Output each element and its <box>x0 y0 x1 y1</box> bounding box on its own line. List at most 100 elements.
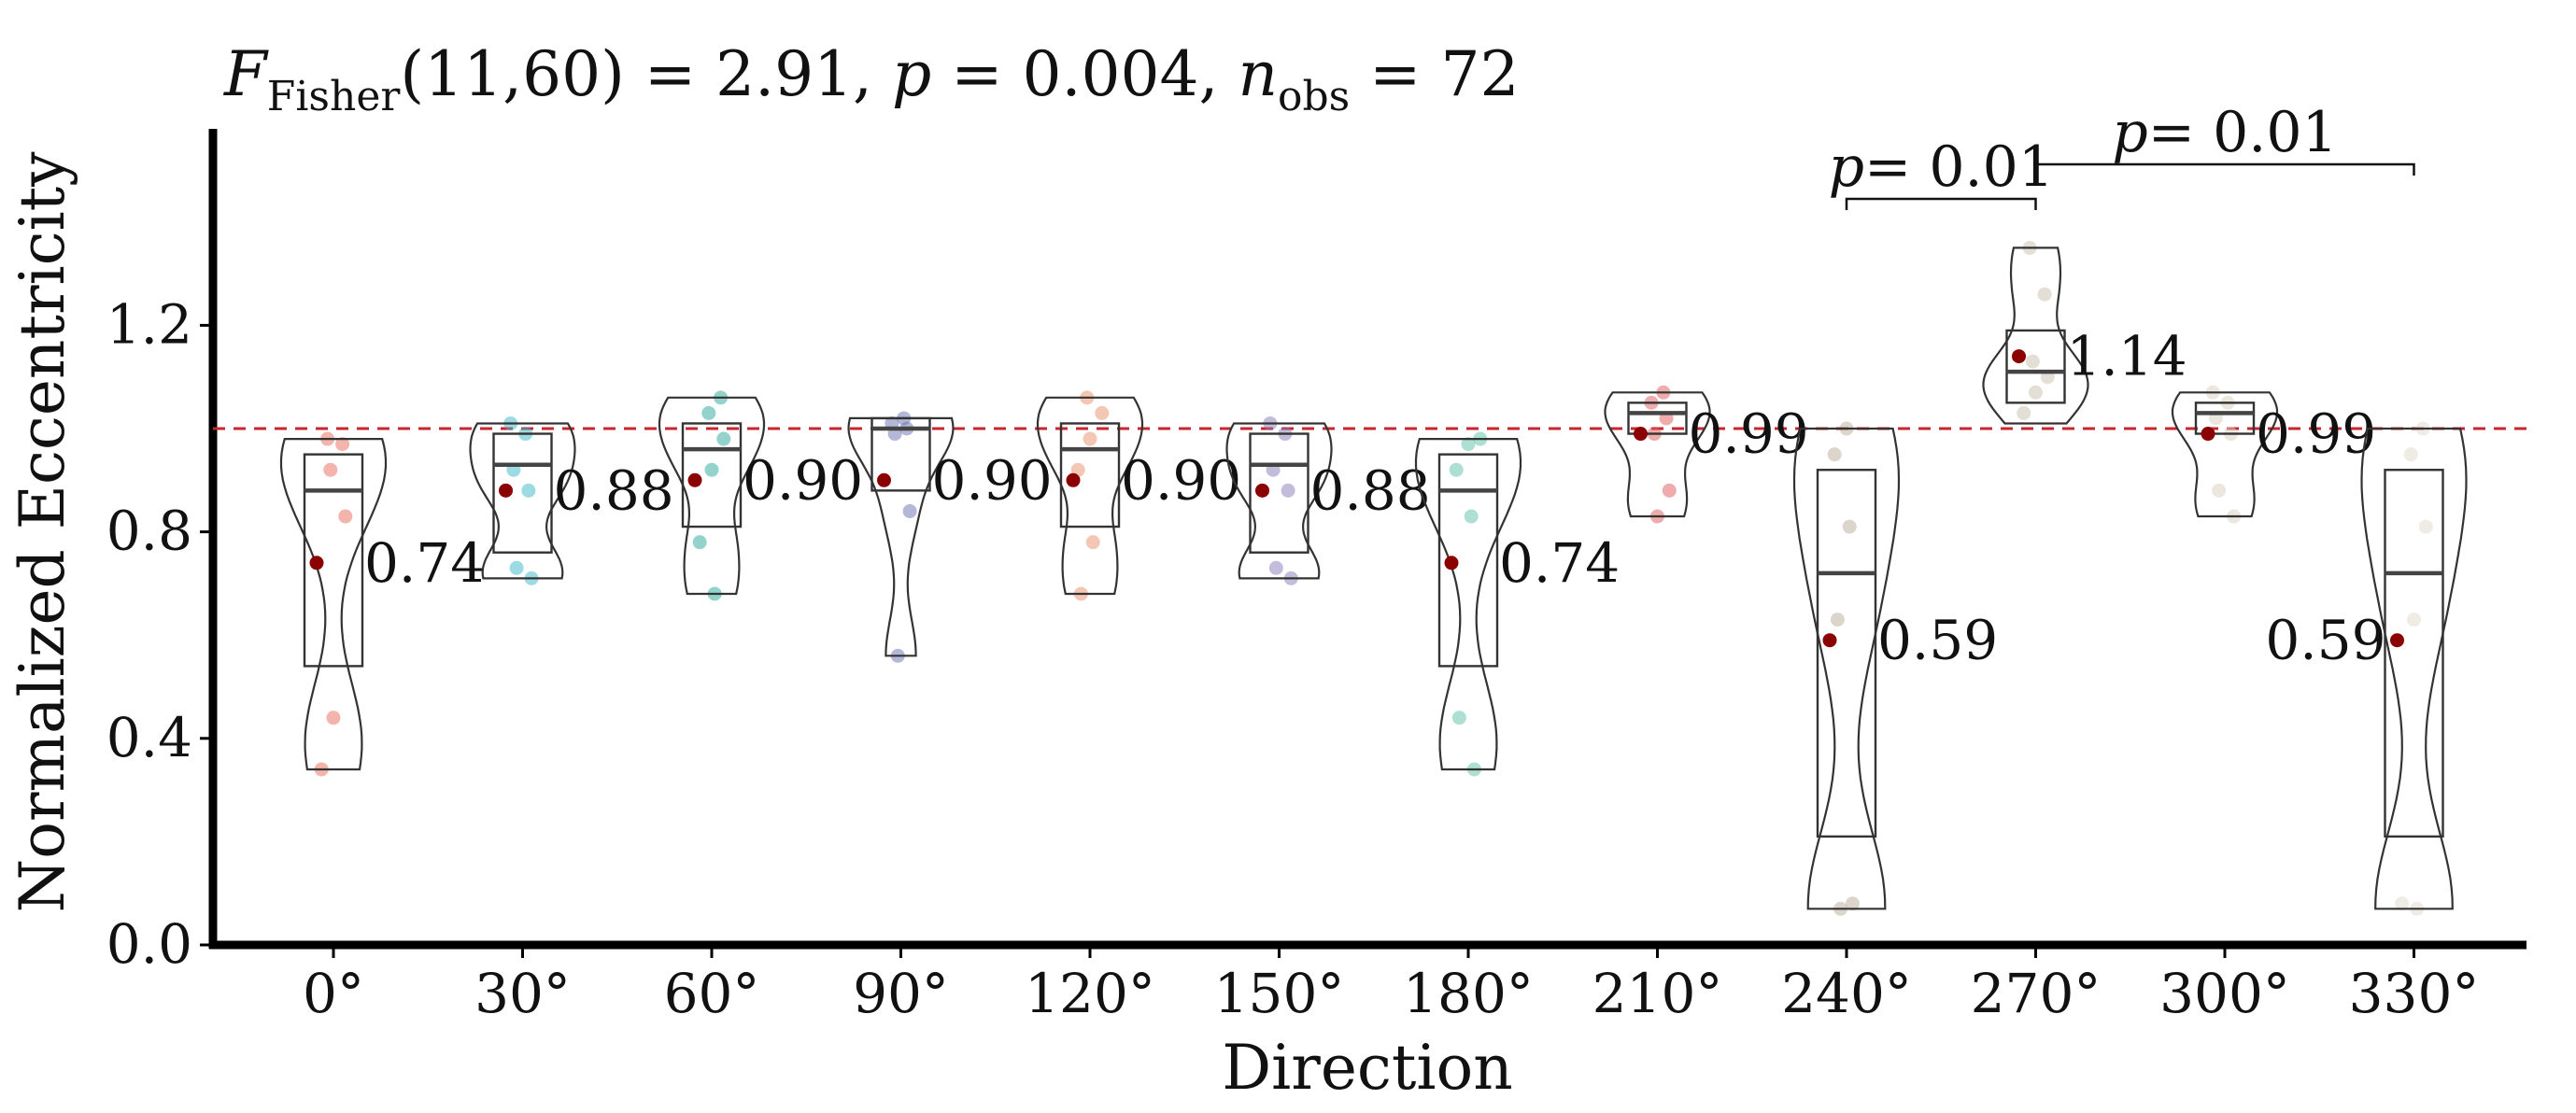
data-point <box>692 535 707 550</box>
data-point <box>1451 711 1466 726</box>
title-n: n <box>1238 38 1278 110</box>
x-tick-label: 240° <box>1781 962 1912 1025</box>
mean-dot <box>1444 556 1459 571</box>
title-eq2: = 0.004, <box>931 38 1238 110</box>
y-tick-label: 0.8 <box>106 500 192 563</box>
mean-dot <box>877 472 891 487</box>
data-point <box>1461 437 1476 452</box>
mean-label: 0.74 <box>1499 531 1620 595</box>
mean-dot <box>687 472 702 487</box>
data-point <box>2395 896 2410 911</box>
mean-dot <box>1255 483 1269 498</box>
data-point <box>1268 560 1283 575</box>
x-tick-label: 0° <box>303 962 364 1025</box>
title-stat-sub: Fisher <box>267 73 402 120</box>
significance-bracket <box>2034 162 2415 176</box>
box <box>1059 422 1121 528</box>
violin <box>279 438 388 771</box>
mean-label: 0.99 <box>1689 402 1809 466</box>
y-tick-label: 0.4 <box>106 706 192 769</box>
mean-label: 0.59 <box>1877 609 1998 672</box>
data-point <box>2418 519 2433 534</box>
data-point <box>704 462 719 477</box>
mean-dot <box>1634 427 1648 442</box>
mean-dot <box>2390 633 2404 648</box>
data-point <box>716 431 731 446</box>
data-point <box>1449 462 1464 477</box>
data-point <box>326 711 341 726</box>
significance-bracket <box>1845 197 2037 210</box>
box <box>1249 432 1309 554</box>
violin <box>1792 427 1901 910</box>
box <box>303 453 364 668</box>
data-point <box>1830 613 1845 627</box>
title-n-sub: obs <box>1278 73 1350 120</box>
mean-dot <box>1822 633 1837 648</box>
title-eq3: = 72 <box>1350 38 1519 110</box>
y-tick-label: 1.2 <box>106 292 192 356</box>
violin <box>2360 427 2468 910</box>
violin <box>1982 247 2089 425</box>
x-tick-label: 60° <box>664 962 760 1025</box>
significance-label: p= 0.01 <box>2112 100 2337 165</box>
box <box>2005 329 2066 404</box>
mean-dot <box>2012 349 2026 364</box>
data-point <box>1845 896 1860 911</box>
box <box>492 432 553 554</box>
mean-label: 0.90 <box>743 448 863 512</box>
mean-label: 0.99 <box>2256 402 2376 466</box>
data-point <box>902 503 917 518</box>
x-tick-label: 300° <box>2159 962 2290 1025</box>
mean-dot <box>499 483 513 498</box>
data-point <box>2029 385 2043 400</box>
data-point <box>2407 613 2421 627</box>
y-tick-label: 0.0 <box>106 912 192 976</box>
mean-label: 0.88 <box>1310 458 1431 522</box>
title-df: (11,60) <box>400 38 624 110</box>
title-p: p <box>892 38 931 110</box>
data-point <box>2212 483 2227 498</box>
data-point <box>509 560 524 575</box>
mean-dot <box>309 556 324 571</box>
mean-dot <box>2201 427 2215 442</box>
x-tick-label: 90° <box>853 962 949 1025</box>
box <box>1627 402 1688 435</box>
box <box>2384 469 2444 838</box>
mean-label: 0.74 <box>364 531 485 595</box>
plot-area: 0.0 0.4 0.8 1.2 0.74 0° 0.88 30° 0.90 60° 0.90 90° 0… <box>106 100 2526 1025</box>
violin <box>1414 438 1522 771</box>
data-point <box>1083 431 1097 446</box>
x-tick-label: 150° <box>1214 962 1345 1025</box>
x-tick-label: 210° <box>1592 962 1723 1025</box>
mean-label: 0.90 <box>932 448 1053 512</box>
mean-label: 0.59 <box>2265 609 2385 672</box>
mean-label: 1.14 <box>2067 325 2187 388</box>
violin <box>2171 391 2279 518</box>
data-point <box>1085 535 1100 550</box>
data-point <box>1095 405 1110 420</box>
x-tick-label: 330° <box>2349 962 2480 1025</box>
mean-label: 0.90 <box>1121 448 1241 512</box>
chart-title: FFisher(11,60) = 2.91, p = 0.004, nobs =… <box>223 38 1519 120</box>
significance-label: p= 0.01 <box>1829 134 2054 200</box>
data-point <box>2025 354 2040 369</box>
x-axis-label: Direction <box>1222 1032 1512 1104</box>
data-point <box>2037 287 2052 302</box>
data-point <box>1827 447 1842 462</box>
box <box>1816 469 1877 838</box>
data-point <box>1281 483 1295 498</box>
y-axis-label: Normalized Eccentricity <box>7 151 78 913</box>
data-point <box>701 405 716 420</box>
x-tick-label: 180° <box>1403 962 1534 1025</box>
violin <box>469 422 576 580</box>
x-tick-label: 120° <box>1025 962 1155 1025</box>
data-point <box>1662 483 1677 498</box>
x-tick-label: 270° <box>1971 962 2102 1025</box>
data-point <box>1842 519 1857 534</box>
box <box>681 422 743 528</box>
data-point <box>323 462 338 477</box>
data-point <box>521 483 536 498</box>
violin <box>847 416 955 657</box>
x-tick-label: 30° <box>474 962 571 1025</box>
